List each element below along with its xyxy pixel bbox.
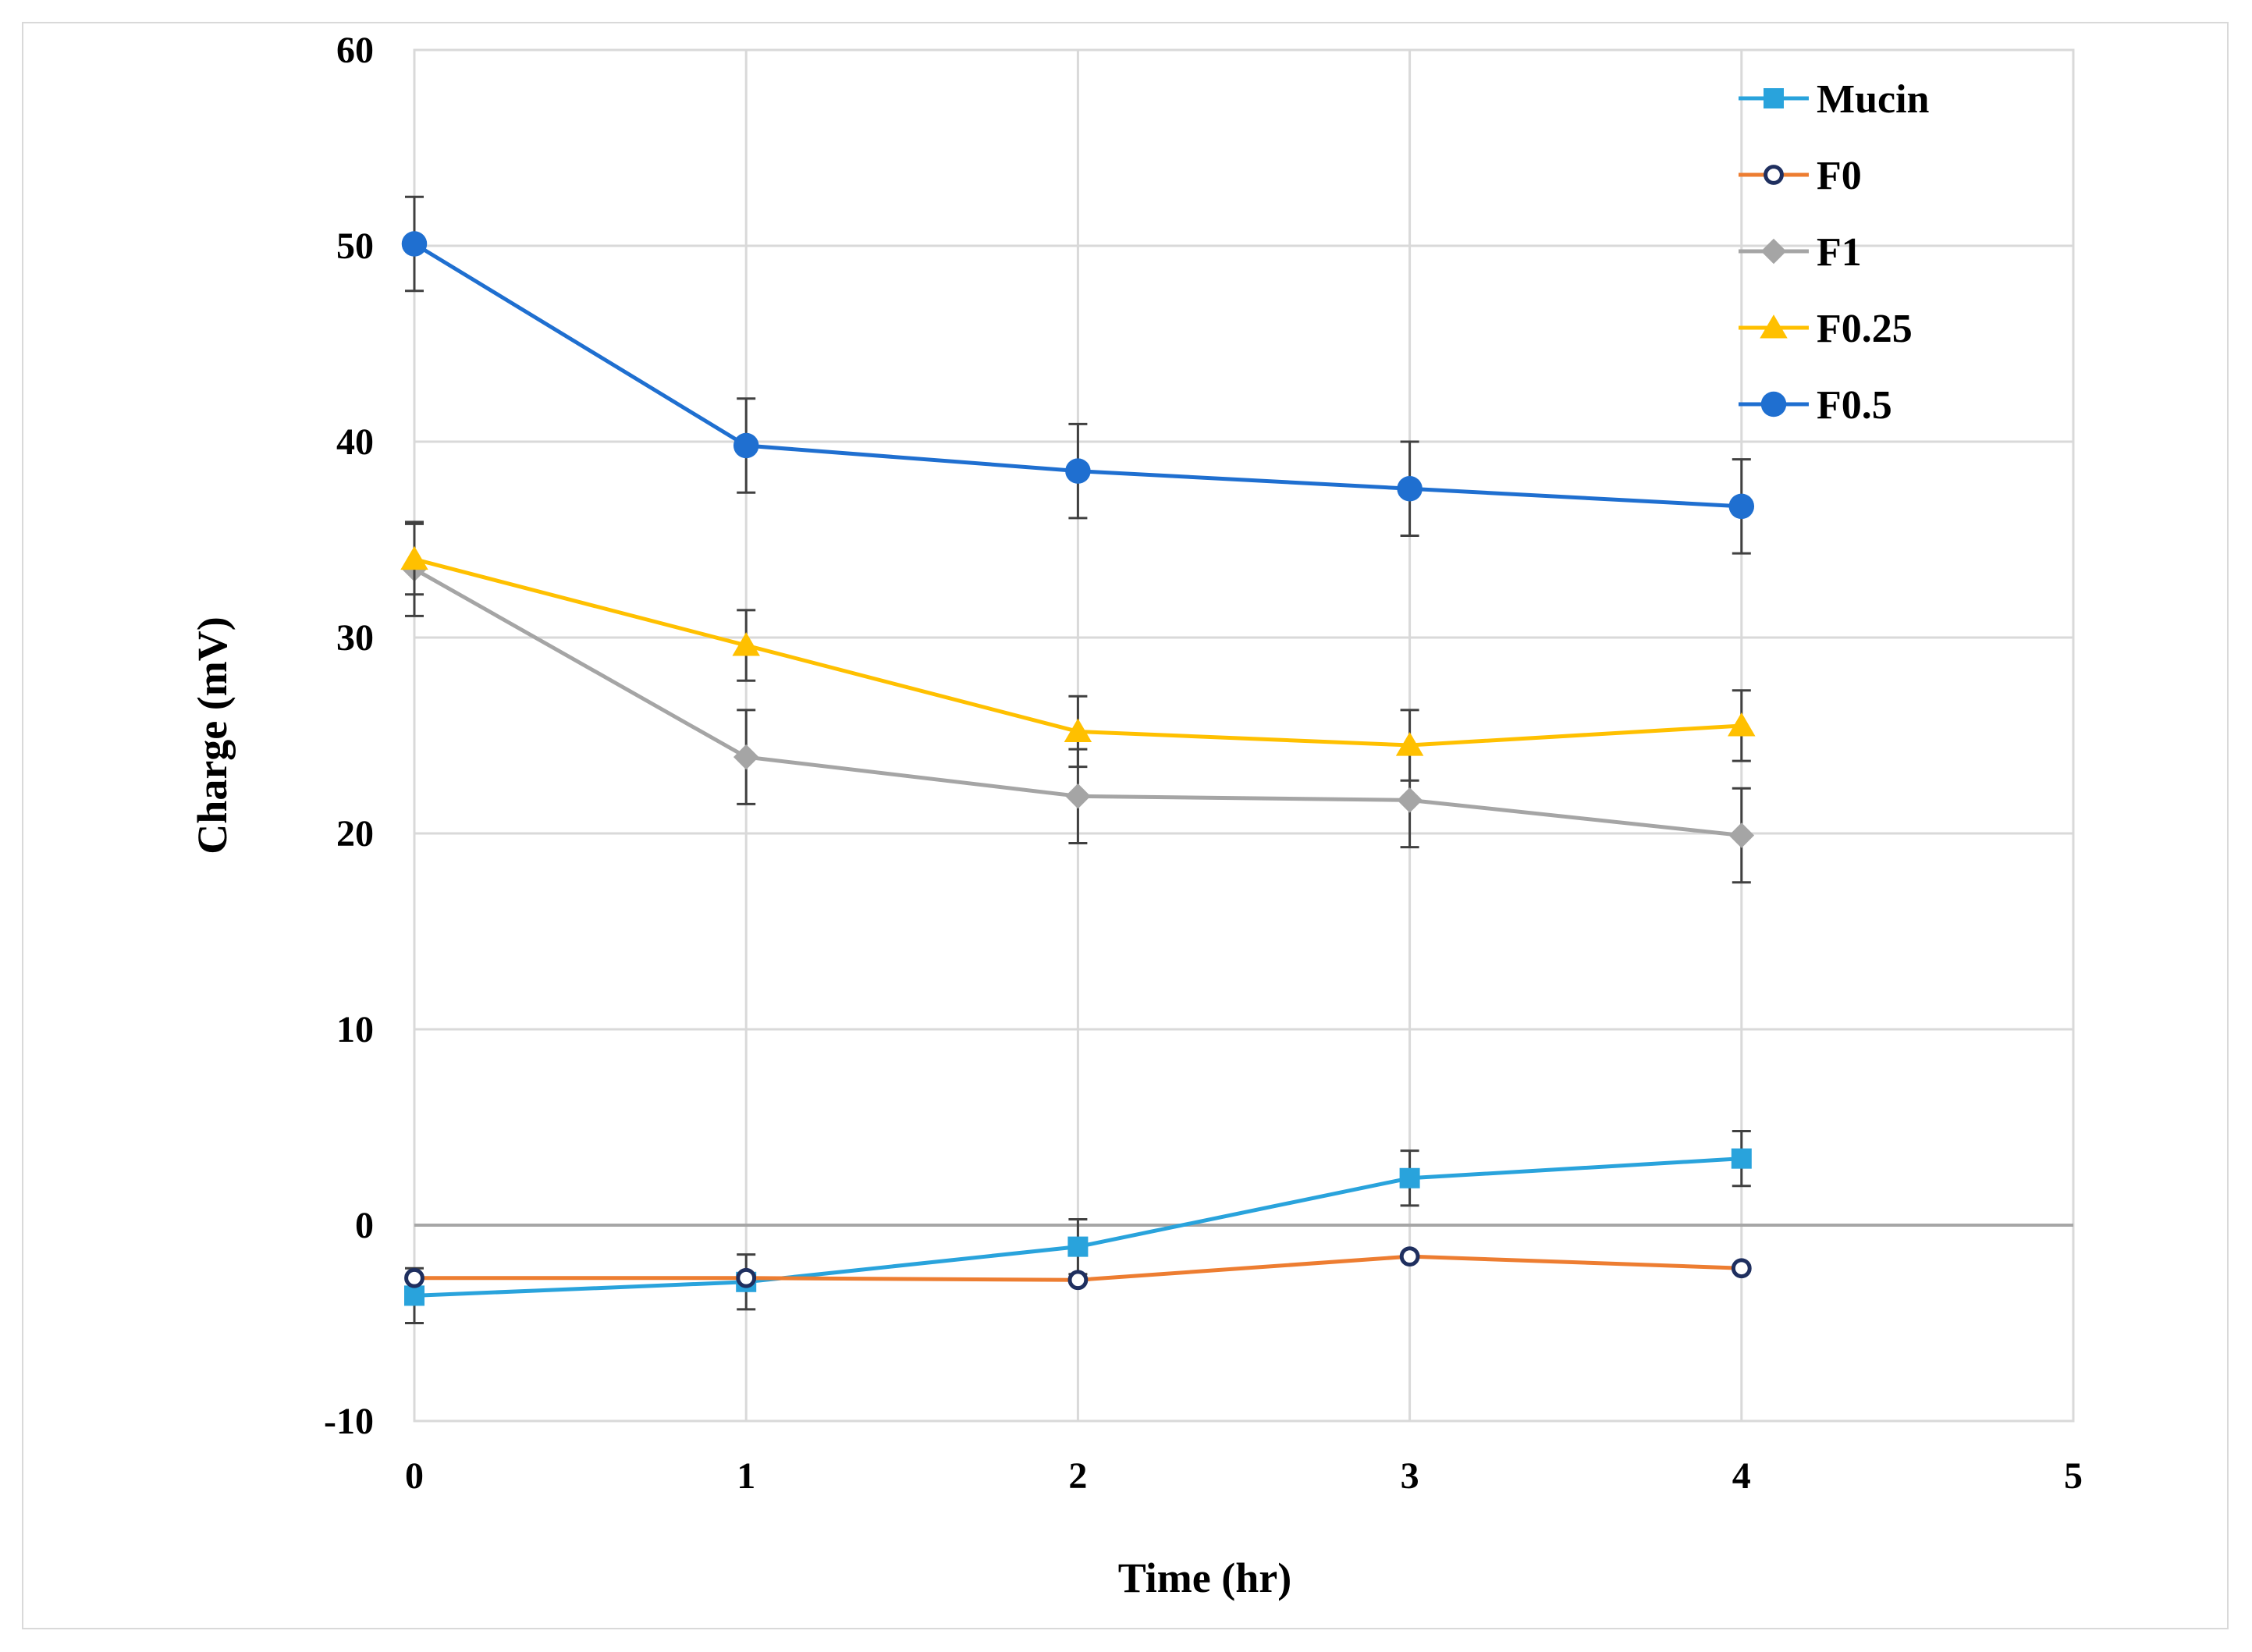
- legend-item: F0: [1739, 154, 1862, 198]
- series-f0-5: [401, 195, 1755, 555]
- data-point: [1397, 787, 1423, 813]
- data-point: [1399, 1167, 1420, 1188]
- line-chart: -10 0 10 20 30 40 50 60 0 1 2 3 4 5 Time (hr) Charge …: [189, 30, 2083, 1601]
- data-point: [404, 1267, 424, 1288]
- data-point: [1064, 718, 1092, 742]
- y-tick-label: 50: [336, 226, 374, 267]
- legend-marker: [1764, 165, 1784, 185]
- data-point: [1397, 475, 1423, 502]
- y-tick-label: -10: [324, 1401, 374, 1442]
- chart-frame: -10 0 10 20 30 40 50 60 0 1 2 3 4 5 Time (hr) Charge …: [22, 22, 2229, 1629]
- legend-label: F0.5: [1817, 383, 1892, 428]
- y-tick-label: 30: [336, 617, 374, 659]
- data-point: [401, 231, 428, 257]
- legend-label: Mucin: [1817, 77, 1930, 122]
- data-point: [1065, 458, 1091, 484]
- legend-item: F0.5: [1739, 383, 1892, 428]
- legend-marker: [1760, 238, 1787, 265]
- y-axis-title: Charge (mV): [189, 616, 236, 854]
- data-point: [404, 1285, 424, 1306]
- series-f0: [404, 1246, 1752, 1291]
- legend: Mucin F0 F1 F0.25 F0.5: [1739, 77, 1930, 428]
- series-f0-25: [400, 522, 1756, 782]
- tick-labels: -10 0 10 20 30 40 50 60 0 1 2 3 4 5: [324, 30, 2083, 1497]
- data-point: [1395, 732, 1424, 756]
- legend-label: F0.25: [1817, 307, 1913, 351]
- data-point: [1731, 1258, 1752, 1279]
- data-point: [1731, 1148, 1752, 1169]
- data-point: [733, 432, 759, 459]
- x-tick-label: 4: [1732, 1455, 1751, 1497]
- x-tick-label: 5: [2064, 1455, 2083, 1497]
- series: [400, 195, 1756, 1324]
- x-axis-title: Time (hr): [1118, 1554, 1291, 1601]
- y-tick-label: 20: [336, 813, 374, 854]
- legend-item: F0.25: [1739, 307, 1913, 351]
- legend-marker: [1764, 88, 1784, 108]
- data-point: [733, 744, 759, 770]
- data-point: [1065, 783, 1091, 809]
- x-tick-label: 1: [737, 1455, 755, 1497]
- y-tick-label: 0: [355, 1205, 374, 1246]
- data-point: [736, 1267, 757, 1288]
- legend-marker: [1760, 391, 1787, 417]
- data-point: [1067, 1236, 1089, 1257]
- x-tick-label: 0: [405, 1455, 424, 1497]
- legend-label: F1: [1817, 230, 1862, 275]
- data-point: [1067, 1270, 1089, 1291]
- data-point: [400, 545, 428, 570]
- y-tick-label: 40: [336, 421, 374, 463]
- legend-item: F1: [1739, 230, 1862, 275]
- data-point: [1399, 1246, 1420, 1267]
- y-tick-label: 60: [336, 30, 374, 71]
- series-mucin: [404, 1130, 1752, 1324]
- x-tick-label: 3: [1401, 1455, 1419, 1497]
- y-tick-label: 10: [336, 1009, 374, 1050]
- data-point: [1728, 822, 1755, 848]
- legend-marker: [1760, 314, 1788, 339]
- data-point: [732, 632, 760, 656]
- data-point: [1728, 712, 1756, 737]
- data-point: [1728, 493, 1755, 520]
- x-tick-label: 2: [1068, 1455, 1087, 1497]
- legend-label: F0: [1817, 154, 1862, 198]
- legend-item: Mucin: [1739, 77, 1930, 122]
